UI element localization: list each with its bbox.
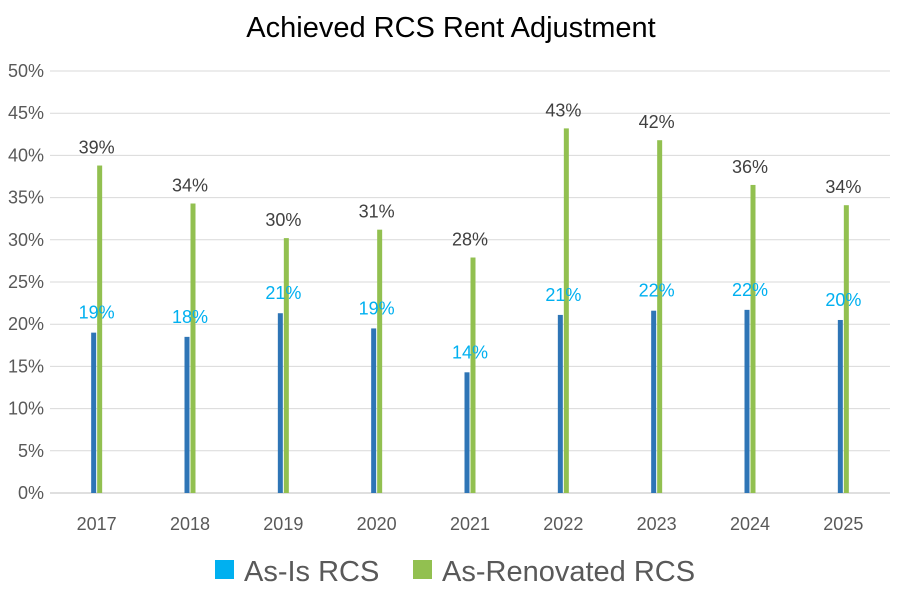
bar-as-renovated-rcs [563,128,569,493]
y-axis-ticks: 0% 5% 10% 15% 20% 25% 30% 35% 40% 45% 50% [8,61,44,503]
bars [91,128,849,494]
data-label-as-is-rcs: 14% [452,342,488,362]
bar-as-renovated-rcs [283,238,289,493]
bar-as-is-rcs [371,328,377,493]
x-tick-label: 2018 [170,514,210,534]
legend-swatch [215,560,234,579]
x-tick-label: 2019 [263,514,303,534]
legend-label: As-Is RCS [244,556,379,588]
bar-as-is-rcs [184,336,190,493]
y-tick-label: 50% [8,61,44,81]
data-label-as-is-rcs: 18% [172,307,208,327]
data-label-as-renovated-rcs: 28% [452,230,488,250]
y-tick-label: 0% [18,483,44,503]
x-tick-label: 2025 [823,514,863,534]
bar-as-renovated-rcs [190,203,196,493]
x-tick-label: 2020 [357,514,397,534]
legend-label: As-Renovated RCS [442,556,695,588]
bar-as-renovated-rcs [470,257,476,493]
data-label-as-renovated-rcs: 39% [79,138,115,158]
x-tick-label: 2021 [450,514,490,534]
x-tick-label: 2023 [637,514,677,534]
bar-as-renovated-rcs [377,229,383,493]
y-tick-label: 20% [8,314,44,334]
y-tick-label: 10% [8,399,44,419]
data-label-as-is-rcs: 20% [825,290,861,310]
bar-as-is-rcs [557,314,563,493]
bar-as-is-rcs [464,372,470,493]
bar-as-is-rcs [744,309,750,493]
x-axis-ticks: 2017 2018 2019 2020 2021 2022 2023 2024 2025 [77,514,864,534]
legend-swatch [413,560,432,579]
bar-as-is-rcs [651,310,657,493]
bar-as-is-rcs [91,332,97,493]
legend: As-Is RCS As-Renovated RCS [215,556,695,588]
x-tick-label: 2017 [77,514,117,534]
data-label-as-renovated-rcs: 42% [639,112,675,132]
bar-as-renovated-rcs [843,205,849,494]
data-label-as-renovated-rcs: 36% [732,157,768,177]
bar-as-is-rcs [837,319,843,493]
data-label-as-is-rcs: 22% [639,281,675,301]
data-label-as-is-rcs: 19% [359,298,395,318]
chart-title: Achieved RCS Rent Adjustment [246,12,655,44]
y-tick-label: 30% [8,230,44,250]
data-label-as-renovated-rcs: 34% [172,176,208,196]
bar-as-renovated-rcs [657,140,663,493]
data-label-as-renovated-rcs: 30% [265,210,301,230]
gridlines [50,70,890,494]
x-tick-label: 2022 [543,514,583,534]
y-tick-label: 25% [8,272,44,292]
y-tick-label: 5% [18,441,44,461]
data-label-as-is-rcs: 22% [732,280,768,300]
y-tick-label: 15% [8,356,44,376]
data-label-as-renovated-rcs: 31% [359,202,395,222]
data-label-as-renovated-rcs: 34% [825,177,861,197]
data-labels: 19% 39% 18% 34% 21% 30% 19% 31% 14% 28% 21% 43% 22% 4… [79,100,862,362]
y-tick-label: 35% [8,188,44,208]
x-tick-label: 2024 [730,514,770,534]
data-label-as-renovated-rcs: 43% [545,100,581,120]
bar-as-is-rcs [277,313,283,493]
bar-as-renovated-rcs [97,165,103,493]
y-tick-label: 40% [8,145,44,165]
bar-as-renovated-rcs [750,184,756,493]
y-tick-label: 45% [8,103,44,123]
data-label-as-is-rcs: 21% [265,283,301,303]
data-label-as-is-rcs: 19% [79,303,115,323]
data-label-as-is-rcs: 21% [545,285,581,305]
